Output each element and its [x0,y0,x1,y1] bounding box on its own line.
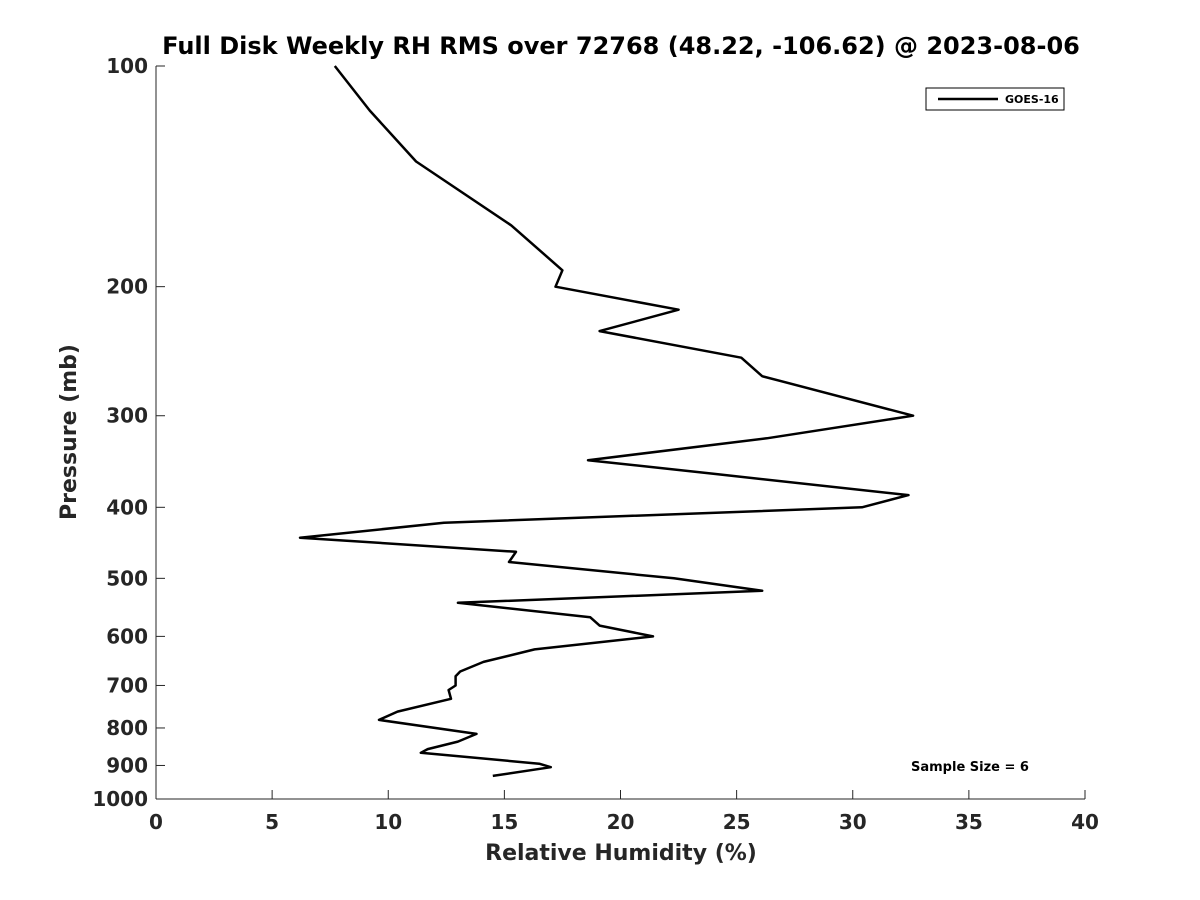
x-tick-label: 25 [723,810,751,834]
series-points [299,65,914,776]
x-axis-ticks: 0 5 10 15 20 25 30 35 40 [149,790,1099,834]
x-axis-label: Relative Humidity (%) [485,841,757,866]
y-tick-label: 700 [106,673,148,697]
x-tick-label: 35 [955,810,983,834]
x-tick-label: 30 [839,810,867,834]
series-line-goes-16 [298,65,915,778]
plot-axes [155,66,1085,800]
x-tick-label: 5 [265,810,279,834]
x-tick-label: 15 [490,810,518,834]
legend-label-goes-16: GOES-16 [1005,93,1059,106]
legend: GOES-16 [925,87,1065,111]
y-tick-label: 500 [106,566,148,590]
x-tick-label: 0 [149,810,163,834]
y-tick-label: 400 [106,495,148,519]
y-tick-label: 600 [106,624,148,648]
sample-size-annotation: Sample Size = 6 [911,760,1029,775]
y-axis-ticks: 100 200 300 400 500 600 700 800 900 1000 [92,54,165,811]
y-tick-label: 100 [106,54,148,78]
y-tick-label: 800 [106,716,148,740]
chart-title: Full Disk Weekly RH RMS over 72768 (48.2… [162,32,1080,60]
x-tick-label: 20 [607,810,635,834]
y-tick-label: 1000 [92,787,148,811]
y-tick-label: 900 [106,753,148,777]
x-tick-label: 40 [1071,810,1099,834]
y-tick-label: 200 [106,275,148,299]
y-axis-label: Pressure (mb) [57,344,82,520]
x-tick-label: 10 [374,810,402,834]
y-tick-label: 300 [106,404,148,428]
